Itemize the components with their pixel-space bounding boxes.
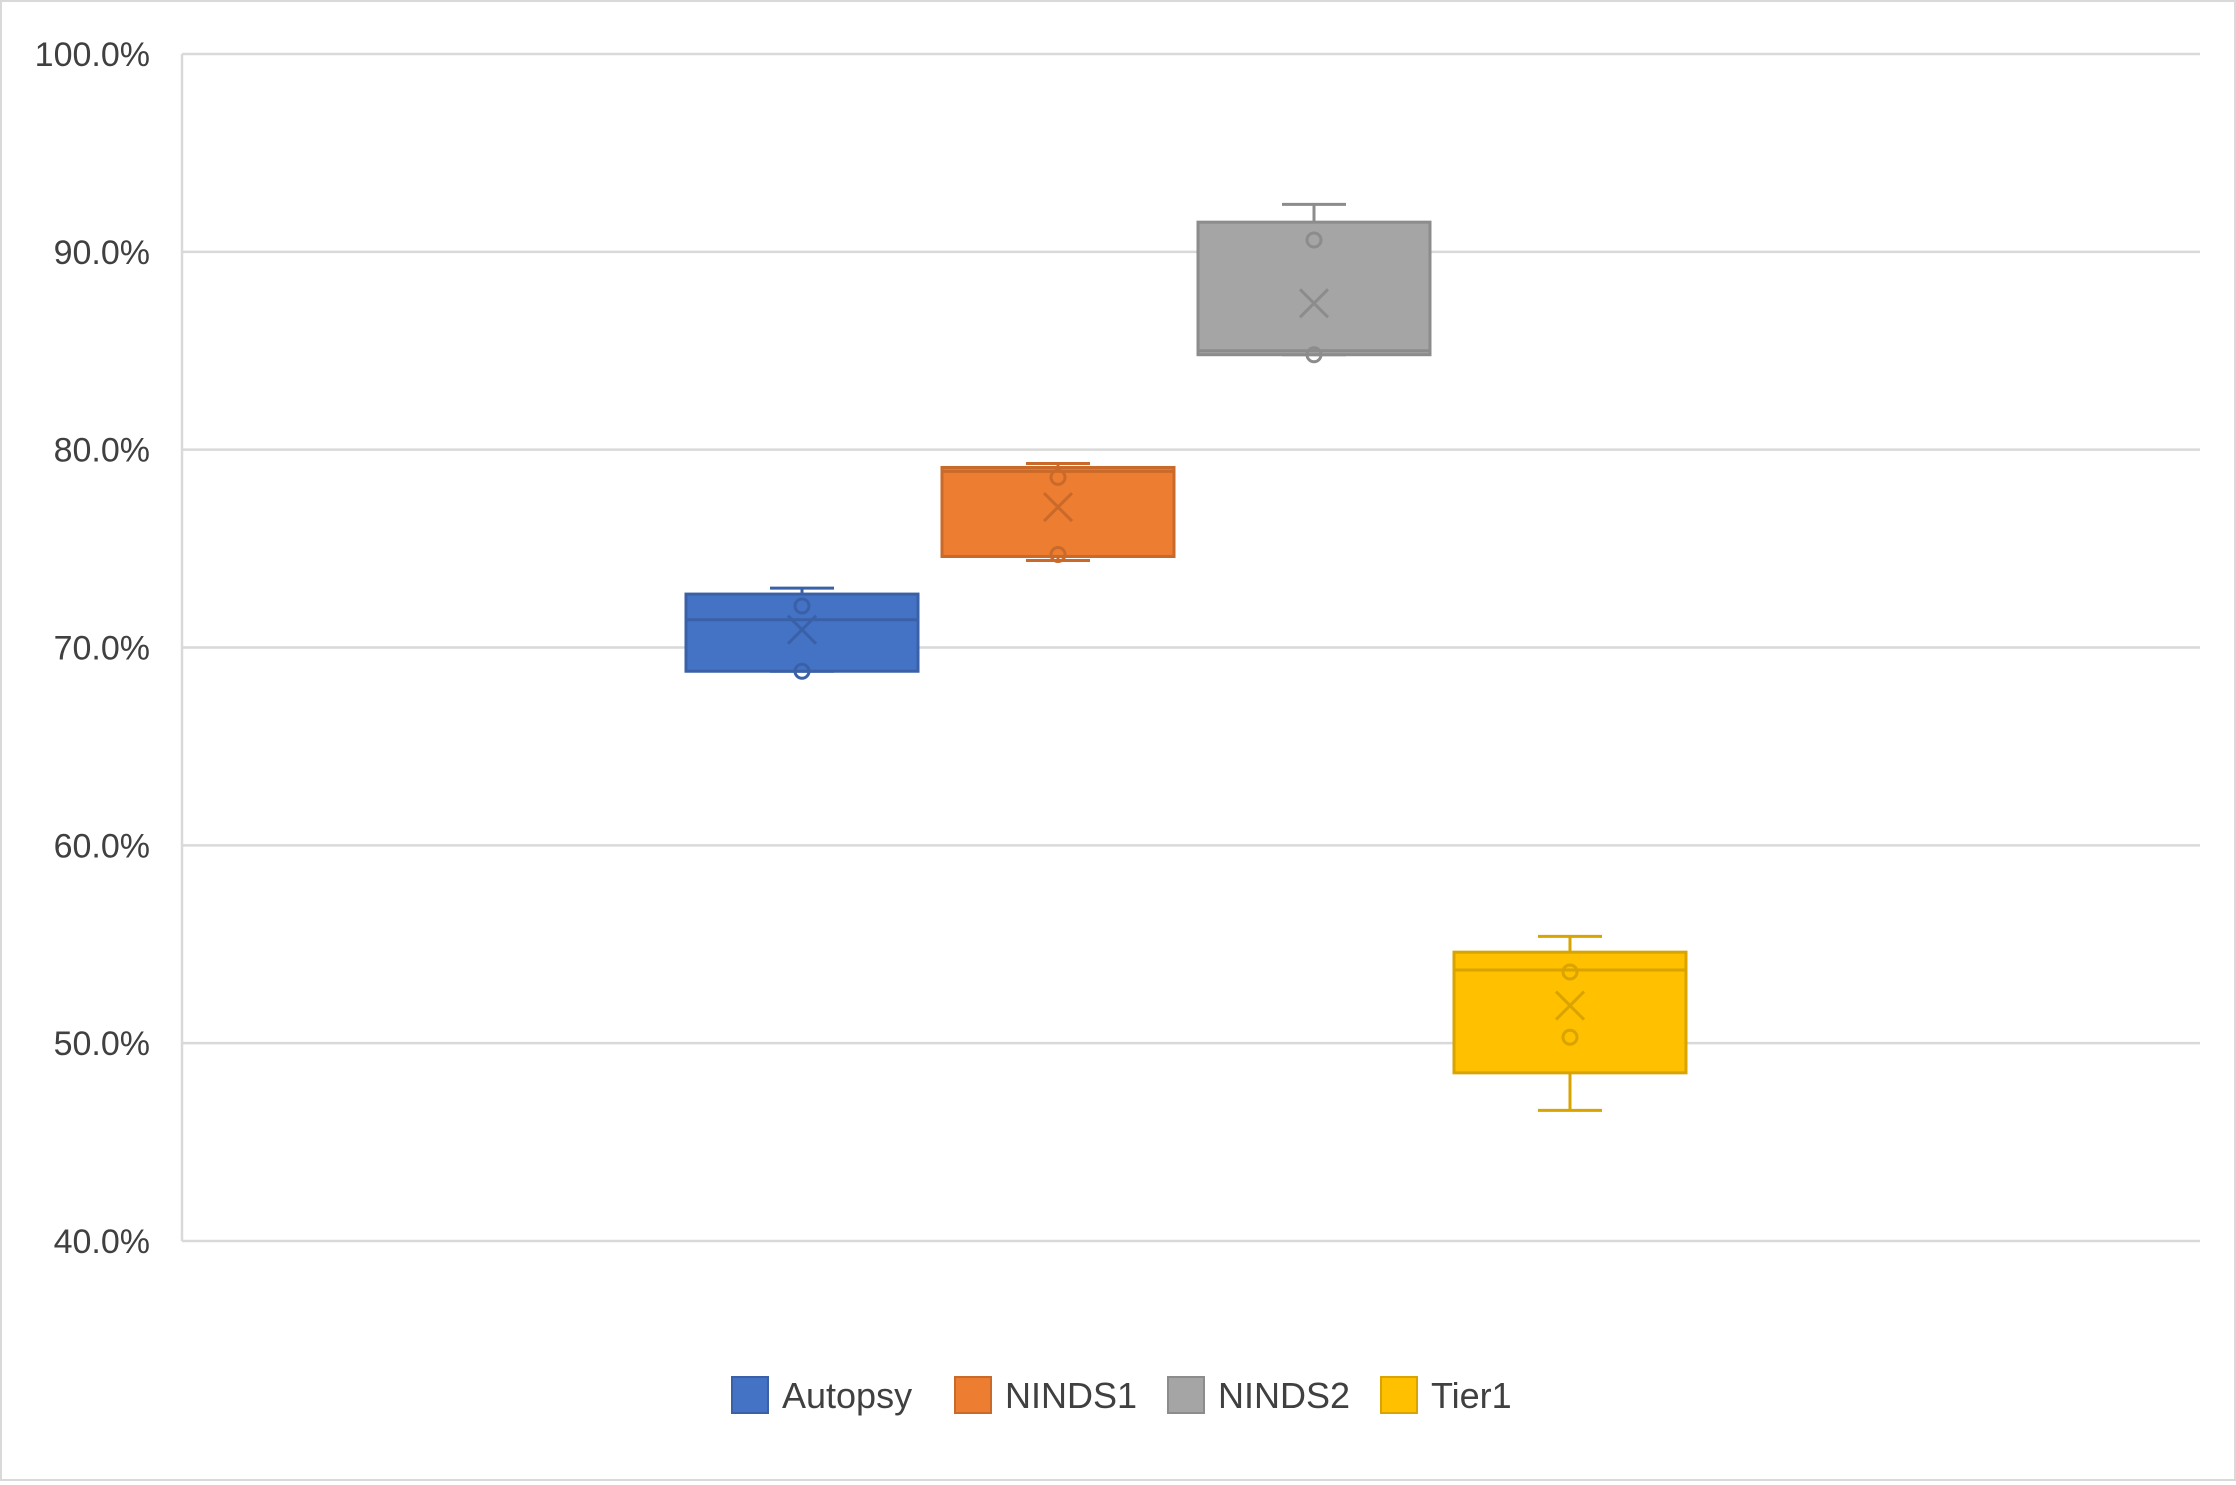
mean-marker [1298, 288, 1330, 319]
data-point [793, 662, 811, 680]
mean-marker [1042, 491, 1074, 523]
y-tick-label: 50.0% [54, 1025, 150, 1063]
data-point [1049, 546, 1067, 564]
legend-swatch [1167, 1376, 1205, 1414]
data-point [1561, 963, 1579, 981]
box-body [1452, 950, 1688, 1075]
data-point [1305, 346, 1323, 364]
legend-swatch [731, 1376, 769, 1414]
y-tick-label: 100.0% [35, 36, 150, 74]
box-autopsy [684, 586, 920, 680]
legend-swatch [1380, 1376, 1418, 1414]
gridlines [182, 52, 2200, 1243]
legend-label: Tier1 [1431, 1375, 1512, 1416]
data-point [1561, 1028, 1579, 1046]
y-tick-label: 90.0% [54, 234, 150, 272]
y-tick-label: 40.0% [54, 1223, 150, 1261]
mean-marker [1554, 990, 1586, 1021]
legend-item-ninds2: NINDS2 [1167, 1375, 1350, 1416]
data-point [1049, 468, 1067, 486]
box-ninds1 [940, 462, 1176, 564]
boxes [684, 202, 1688, 1112]
legend-label: NINDS2 [1218, 1375, 1350, 1416]
y-tick-label: 70.0% [54, 630, 150, 668]
legend-label: Autopsy [782, 1375, 912, 1416]
data-point [793, 597, 811, 615]
box-body [684, 592, 920, 673]
legend-item-autopsy: Autopsy [731, 1375, 912, 1416]
box-tier1 [1452, 934, 1688, 1112]
box-ninds2 [1196, 202, 1432, 364]
legend-label: NINDS1 [1005, 1375, 1137, 1416]
legend-item-tier1: Tier1 [1380, 1375, 1512, 1416]
mean-marker [786, 614, 818, 645]
legend-item-ninds1: NINDS1 [954, 1375, 1137, 1416]
y-tick-label: 60.0% [54, 827, 150, 865]
box-body [1196, 220, 1432, 357]
box-body [940, 465, 1176, 558]
legend-swatch [954, 1376, 992, 1414]
y-axis: 40.0% 50.0% 60.0% 70.0% 80.0% 90.0% 100.0% [35, 36, 184, 1261]
data-point [1305, 231, 1323, 249]
y-tick-label: 80.0% [54, 432, 150, 470]
legend: Autopsy NINDS1 NINDS2 Tier1 [731, 1375, 1512, 1416]
